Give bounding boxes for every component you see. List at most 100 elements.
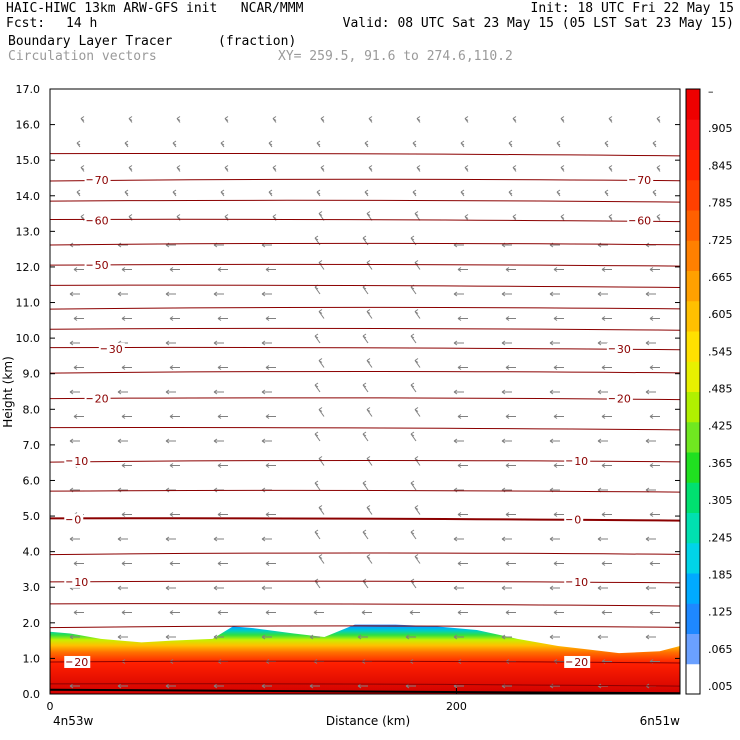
vector-head <box>608 165 613 170</box>
contour-label-bg <box>84 214 111 227</box>
colorbar-label: .005 <box>708 680 733 693</box>
vector-head <box>457 414 462 419</box>
vector-head <box>410 333 415 339</box>
vector-head <box>318 211 323 216</box>
tracer-field <box>50 624 680 694</box>
vector-head <box>508 140 513 146</box>
header-fcst-value: 14 h <box>66 16 98 31</box>
vector-head <box>505 463 510 468</box>
vector-head <box>265 316 270 321</box>
vector-head <box>73 365 78 370</box>
vector-head <box>362 235 367 241</box>
contour-label: 10 <box>74 455 88 468</box>
terrain-line <box>50 688 680 694</box>
vector-head <box>457 316 462 321</box>
y-tick-label: 5.0 <box>23 510 41 523</box>
colorbar-label: .425 <box>708 420 733 433</box>
vector-head <box>656 214 661 219</box>
vector-head <box>549 340 554 346</box>
vector-head <box>649 316 654 321</box>
y-tick-label: 8.0 <box>23 403 41 416</box>
vector-head <box>117 536 122 542</box>
colorbar-swatch <box>686 573 700 604</box>
vector-head <box>124 189 129 195</box>
vector-head <box>69 536 74 542</box>
vector-head <box>460 189 465 195</box>
vector-head <box>597 585 602 591</box>
header-init-time: Init: 18 UTC Fri 22 May 15 <box>530 1 735 16</box>
colorbar-swatch <box>686 149 700 181</box>
vector-head <box>213 389 218 395</box>
contour-line <box>50 178 680 182</box>
vector-head <box>272 214 277 219</box>
vector-head <box>368 165 373 170</box>
contour-label: 10 <box>74 576 88 589</box>
x-right-endpoint: 6n51w <box>640 714 681 728</box>
vector-head <box>601 512 606 517</box>
vector-arrow <box>362 531 369 540</box>
vector-head <box>656 116 661 121</box>
vector-head <box>121 414 126 419</box>
vector-head <box>501 438 506 444</box>
vector-head <box>549 389 554 395</box>
contour-line <box>50 427 680 431</box>
vector-head <box>601 414 606 419</box>
vector-arrow <box>318 311 325 319</box>
vector-head <box>121 512 126 517</box>
vector-head <box>117 291 122 297</box>
vector-head <box>169 561 174 566</box>
vector-head <box>165 291 170 297</box>
vector-head <box>169 316 174 321</box>
vector-head <box>314 382 319 388</box>
vector-head <box>117 389 122 395</box>
contour-label-bg <box>84 259 111 272</box>
vector-head <box>645 389 650 395</box>
vector-head <box>169 365 174 370</box>
vector-arrow <box>366 556 373 564</box>
vector-head <box>165 634 170 640</box>
vector-head <box>272 165 277 170</box>
vector-head <box>265 561 270 566</box>
vector-head <box>362 480 367 486</box>
contour-line <box>50 683 680 687</box>
vector-head <box>553 610 558 615</box>
vector-head <box>649 365 654 370</box>
colorbar-label: .665 <box>708 271 733 284</box>
vector-head <box>597 340 602 346</box>
vector-head <box>69 634 74 640</box>
vector-head <box>172 140 177 146</box>
vector-head <box>560 165 565 170</box>
vector-head <box>165 585 170 591</box>
contour-label: 50 <box>95 259 109 272</box>
vector-head <box>117 585 122 591</box>
vector-head <box>261 291 266 297</box>
vector-head <box>553 365 558 370</box>
y-axis-label: Height (km) <box>1 356 15 427</box>
x-left-endpoint: 4n53w <box>53 714 94 728</box>
field-name: Boundary Layer Tracer <box>8 34 173 49</box>
colorbar-swatch <box>686 603 700 634</box>
vector-head <box>176 165 181 170</box>
vector-head <box>553 316 558 321</box>
colorbar-swatch <box>686 240 700 271</box>
vector-head <box>76 140 81 146</box>
vector-head <box>645 585 650 591</box>
vector-head <box>320 165 325 170</box>
vector-head <box>505 610 510 615</box>
vector-head <box>410 235 415 241</box>
vector-arrow <box>414 409 421 417</box>
vector-head <box>73 316 78 321</box>
tracer-area <box>50 624 680 694</box>
vector-head <box>69 389 74 395</box>
vector-head <box>224 214 229 219</box>
vector-head <box>457 561 462 566</box>
vector-head <box>121 561 126 566</box>
vector-head <box>128 165 133 170</box>
vector-head <box>362 382 367 388</box>
vector-head <box>457 512 462 517</box>
vector-head <box>176 214 181 219</box>
vector-head <box>414 407 419 412</box>
vector-head <box>512 116 517 121</box>
contour-label-bg <box>64 454 91 467</box>
vector-head <box>261 634 266 640</box>
